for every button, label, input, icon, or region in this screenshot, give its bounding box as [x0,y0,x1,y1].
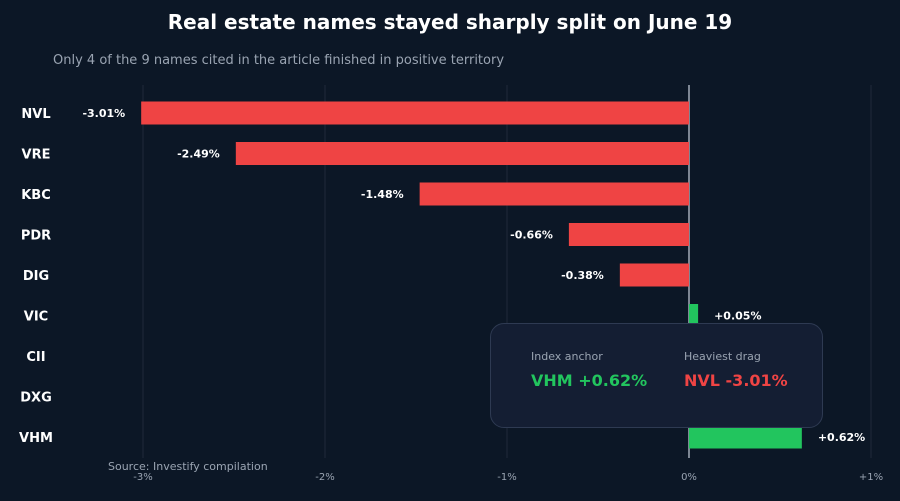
index-anchor-block: Index anchor VHM +0.62% [531,350,647,390]
x-tick-label: -3% [133,472,152,483]
data-label: -2.49% [177,148,220,161]
heaviest-drag-label: Heaviest drag [684,350,761,363]
chart-title: Real estate names stayed sharply split o… [167,10,733,34]
data-label: +0.62% [818,431,865,444]
category-label: PDR [21,229,51,244]
data-label: -1.48% [361,188,404,201]
heaviest-drag-value: NVL -3.01% [684,371,788,390]
category-label: VHM [19,431,53,446]
data-label: -3.01% [82,107,125,120]
source-note: Source: Investify compilation [108,460,268,473]
bar-vic [689,304,699,327]
bar-dig [619,263,689,287]
chart-subtitle: Only 4 of the 9 names cited in the artic… [53,53,505,68]
category-label: VRE [22,148,51,163]
category-label: CII [26,350,45,365]
data-label: +0.05% [714,310,761,323]
bar-kbc [419,182,689,206]
summary-callout: Index anchor VHM +0.62% Heaviest drag NV… [490,323,823,428]
category-label: KBC [21,188,51,203]
bar-vhm [689,425,802,449]
x-tick-label: 0% [681,472,697,483]
heaviest-drag-block: Heaviest drag NVL -3.01% [684,350,788,390]
category-label: DIG [23,269,49,284]
index-anchor-label: Index anchor [531,350,603,363]
category-label: DXG [20,391,51,406]
category-label: VIC [24,310,48,325]
x-tick-label: -2% [315,472,334,483]
x-tick-label: -1% [497,472,516,483]
data-label: -0.38% [561,269,604,282]
data-label: -0.66% [510,229,553,242]
x-tick-label: +1% [859,472,883,483]
bar-nvl [141,101,689,125]
category-label: NVL [21,107,50,122]
bar-pdr [568,223,689,246]
bar-vre [235,142,689,165]
index-anchor-value: VHM +0.62% [531,371,648,390]
